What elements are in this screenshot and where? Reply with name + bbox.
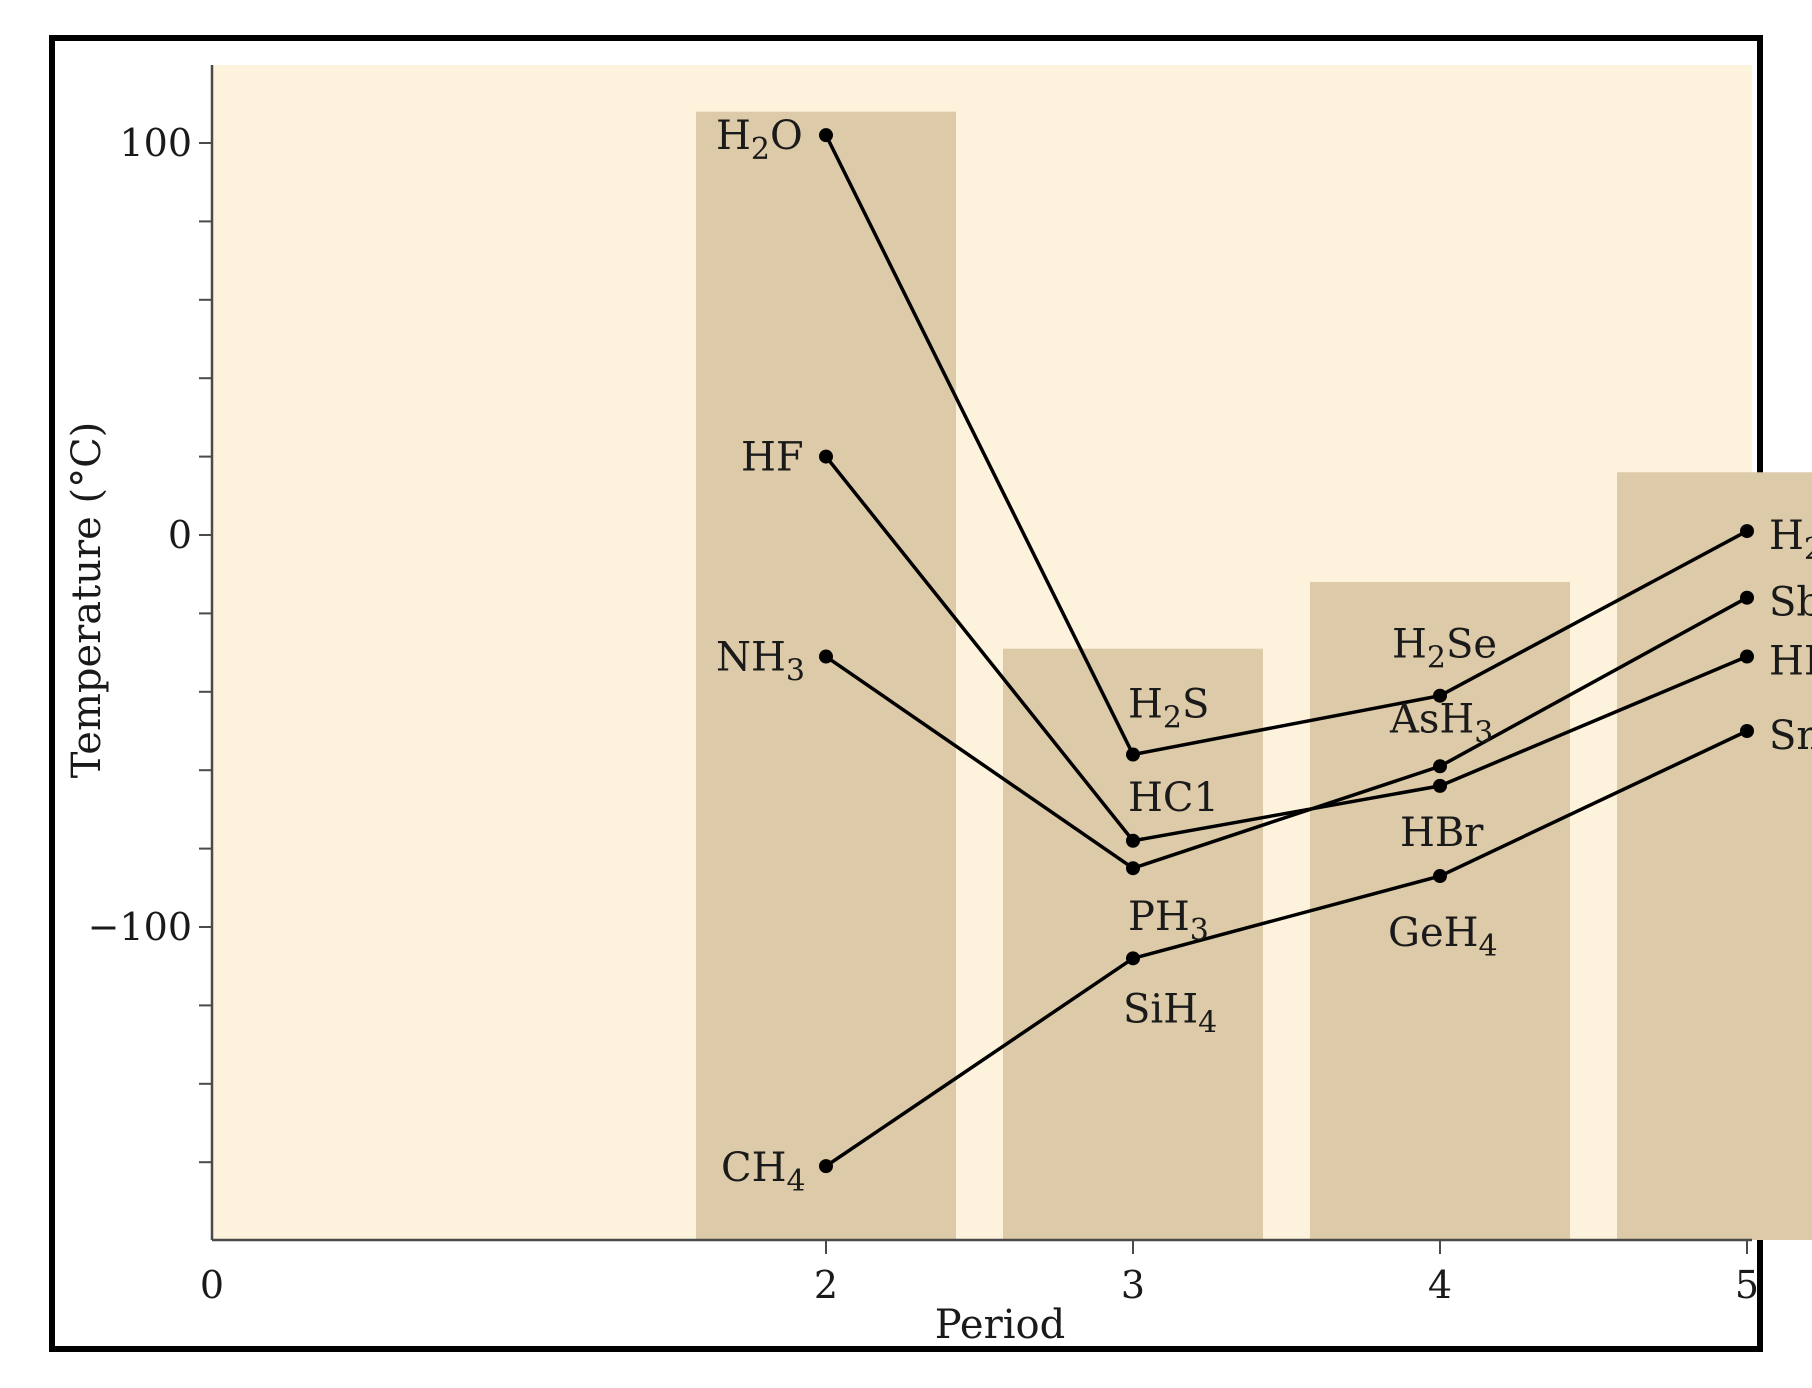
data-point — [819, 649, 833, 664]
data-point — [819, 1159, 833, 1174]
point-label: HC1 — [1128, 775, 1219, 821]
series-line-4 — [825, 729, 1748, 1168]
point-label: HF — [741, 435, 804, 481]
point-label: H2O — [716, 113, 803, 167]
point-label: HI — [1769, 639, 1812, 685]
data-point — [1126, 861, 1140, 876]
point-label: AsH3 — [1389, 696, 1493, 750]
series-lines — [824, 134, 1748, 1168]
data-point — [1126, 833, 1140, 848]
period-band-3 — [1003, 648, 1263, 1240]
point-label: NH3 — [716, 635, 805, 689]
x-tick-label: 5 — [1735, 1263, 1759, 1307]
data-point — [1433, 778, 1447, 793]
point-label: SiH4 — [1123, 986, 1217, 1040]
point-label: PH3 — [1128, 894, 1209, 948]
x-axis-label: Period — [935, 1302, 1065, 1348]
data-point — [1740, 724, 1754, 738]
point-label: H2S — [1128, 682, 1209, 736]
data-point — [819, 128, 833, 143]
point-label: HBr — [1400, 810, 1484, 856]
data-point — [1740, 649, 1754, 664]
period-band-5 — [1617, 472, 1812, 1240]
x-tick-label: 4 — [1428, 1263, 1452, 1307]
point-labels: H2O H2S H2Se H2Te HF HC1 HBr HI NH3 PH3 AsH3 SbH3 CH… — [716, 113, 1812, 1199]
series-line-1 — [824, 134, 1748, 757]
series-line-3 — [825, 596, 1748, 871]
point-label: GeH4 — [1388, 910, 1498, 964]
point-label: H2Te — [1769, 513, 1812, 567]
data-point — [1126, 951, 1140, 966]
data-point — [1740, 590, 1754, 605]
data-point — [1433, 869, 1447, 884]
data-point — [1433, 688, 1447, 703]
y-tick-label: 100 — [119, 121, 192, 165]
point-label: CH4 — [721, 1145, 806, 1199]
data-point — [819, 449, 833, 464]
x-tick-label: 0 — [200, 1263, 224, 1307]
period-bands — [696, 111, 1812, 1240]
y-axis-label: Temperature (°C) — [64, 422, 110, 779]
period-band-2 — [696, 111, 956, 1240]
data-point — [1433, 759, 1447, 774]
point-label: H2Se — [1392, 622, 1497, 676]
x-tick-label: 3 — [1121, 1263, 1145, 1307]
data-point — [1126, 747, 1140, 762]
y-tick-label: −100 — [88, 905, 192, 949]
y-tick-label: 0 — [168, 513, 192, 557]
series-line-2 — [824, 455, 1748, 843]
data-points — [819, 128, 1754, 1174]
point-label: SnH4 — [1769, 713, 1812, 767]
axes: 100 0 −100 0 2 3 4 5 — [88, 65, 1759, 1307]
data-point — [1740, 524, 1754, 539]
x-tick-label: 2 — [814, 1263, 838, 1307]
point-label: SbH3 — [1769, 580, 1812, 634]
